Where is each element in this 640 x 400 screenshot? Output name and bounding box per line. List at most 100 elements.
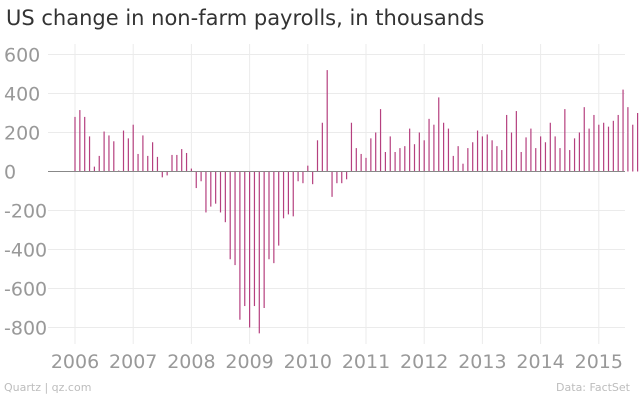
bar — [307, 165, 309, 172]
bar — [244, 171, 246, 307]
bar — [404, 146, 406, 172]
x-tick-label: 2007 — [109, 351, 157, 373]
bar — [588, 128, 590, 172]
bar — [98, 155, 100, 172]
bar — [84, 116, 86, 172]
bar — [535, 148, 537, 172]
bar — [632, 124, 634, 172]
bar — [603, 122, 605, 172]
bar — [578, 132, 580, 172]
bar — [491, 140, 493, 172]
bar — [287, 171, 289, 215]
bar — [113, 141, 115, 172]
bar — [234, 171, 236, 266]
bar — [326, 70, 328, 172]
bar — [496, 146, 498, 172]
source-credit: Quartz | qz.com — [4, 381, 92, 394]
bar — [457, 146, 459, 172]
bar — [607, 126, 610, 172]
bar — [268, 171, 270, 260]
bar — [379, 109, 382, 172]
bar — [152, 142, 154, 172]
bar — [229, 171, 231, 260]
y-tick-label: 0 — [4, 162, 16, 184]
bar — [219, 171, 222, 213]
bar — [506, 114, 508, 172]
bar — [384, 152, 386, 172]
bar — [472, 142, 474, 172]
bar — [190, 168, 192, 172]
bar — [549, 122, 551, 172]
bar — [278, 171, 280, 246]
bar-series — [74, 70, 639, 334]
x-tick-label: 2008 — [167, 351, 215, 373]
bar — [142, 135, 144, 172]
bar — [554, 136, 556, 172]
bar — [428, 118, 430, 172]
bar — [399, 148, 401, 172]
bar — [181, 149, 183, 172]
bar — [418, 132, 420, 172]
bar — [598, 124, 600, 172]
bar — [341, 171, 343, 184]
y-tick-label: -400 — [4, 240, 47, 262]
bar — [156, 156, 159, 172]
bar — [622, 89, 624, 172]
x-tick-label: 2012 — [400, 351, 448, 373]
bar — [88, 136, 91, 172]
bar — [249, 171, 251, 328]
gridlines — [48, 44, 625, 344]
bar — [210, 171, 212, 207]
bar — [103, 131, 105, 172]
x-tick-label: 2010 — [284, 351, 332, 373]
bar — [467, 148, 469, 172]
bar — [200, 171, 202, 182]
bar — [540, 136, 542, 172]
bar — [476, 130, 479, 172]
bar — [365, 157, 367, 172]
x-tick-label: 2009 — [225, 351, 273, 373]
x-tick-label: 2015 — [575, 351, 623, 373]
data-source-label: Data: FactSet — [556, 381, 630, 394]
bar — [360, 153, 362, 172]
x-tick-label: 2006 — [51, 351, 99, 373]
bar — [346, 171, 348, 180]
bar — [433, 124, 435, 172]
bar — [122, 130, 125, 172]
bar — [443, 122, 445, 172]
bar — [166, 171, 168, 176]
bar — [617, 114, 619, 172]
x-tick-label: 2013 — [458, 351, 506, 373]
bar — [612, 120, 614, 172]
bar — [375, 132, 377, 172]
bar — [132, 124, 134, 172]
bar — [486, 134, 488, 172]
bar — [93, 166, 95, 172]
bar — [413, 144, 416, 172]
y-tick-label: 200 — [4, 123, 40, 145]
bar — [137, 153, 139, 172]
bar — [501, 150, 503, 172]
bar — [423, 140, 425, 172]
y-tick-label: 600 — [4, 45, 40, 67]
y-tick-label: -600 — [4, 279, 47, 301]
bar — [593, 114, 595, 172]
bar — [171, 154, 173, 172]
x-axis-ticks: 2006 2007 2008 2009 2010 2011 2012 2013 2014 2015 — [51, 351, 623, 373]
bar — [258, 171, 260, 334]
y-axis-ticks: 600 400 200 0 -200 -400 -600 -800 — [4, 45, 47, 340]
bar — [389, 136, 391, 172]
bar — [239, 171, 241, 320]
bar — [573, 138, 576, 172]
bar — [292, 171, 294, 217]
bar — [409, 128, 411, 172]
bar — [350, 122, 353, 172]
bar — [462, 163, 464, 172]
bar — [510, 132, 513, 172]
bar — [637, 113, 639, 172]
bar — [544, 142, 547, 172]
bar — [520, 152, 522, 172]
bar — [297, 171, 299, 182]
bar — [224, 171, 226, 223]
